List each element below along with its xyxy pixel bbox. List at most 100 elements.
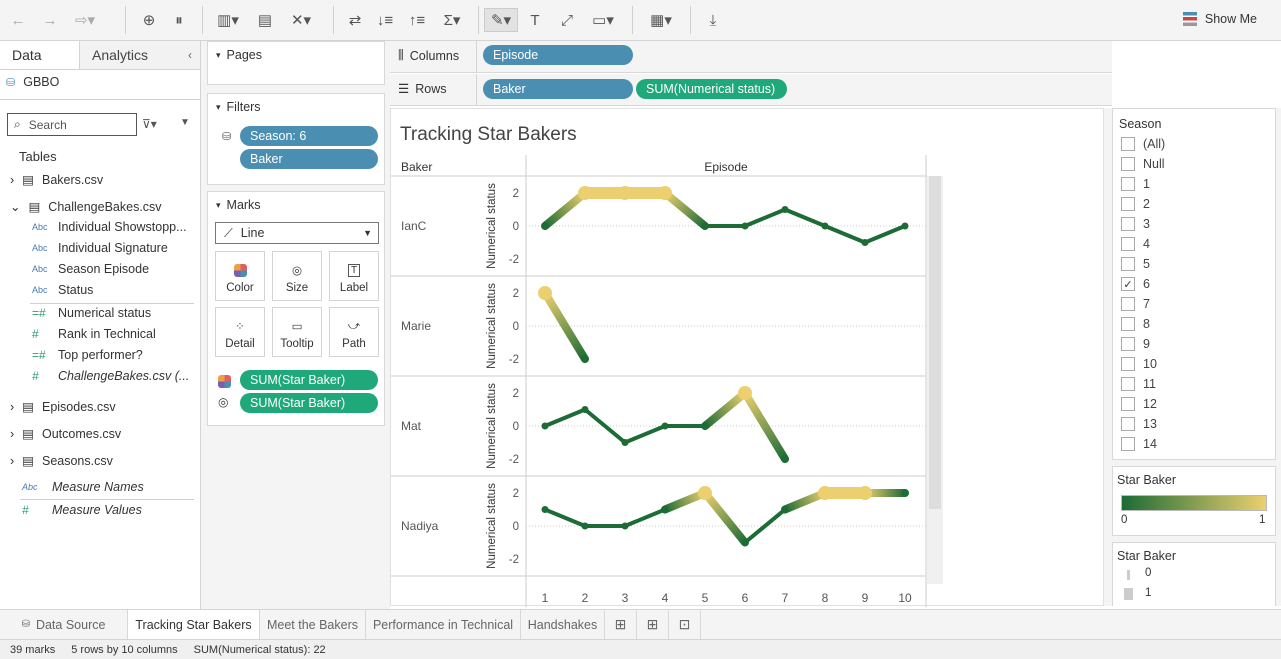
clear-sheet-icon[interactable]: ✕▾	[290, 12, 312, 29]
filter-pill-baker[interactable]: Baker	[240, 149, 378, 169]
season-option[interactable]: 14	[1121, 437, 1157, 451]
field-season-episode[interactable]: Abc Season Episode	[32, 262, 149, 276]
columns-shelf[interactable]: ⫼ Columns Episode	[390, 41, 1112, 73]
table-episodes[interactable]: › ▤ Episodes.csv	[10, 399, 116, 415]
search-input[interactable]: ⌕ Search	[7, 113, 137, 136]
season-option[interactable]: 11	[1121, 377, 1156, 391]
table-seasons[interactable]: › ▤ Seasons.csv	[10, 453, 113, 469]
table-bakers[interactable]: › ▤ Bakers.csv	[10, 172, 103, 188]
highlight-icon[interactable]: ✎▾	[484, 8, 518, 32]
filter-pill-season[interactable]: Season: 6	[240, 126, 378, 146]
checkbox-icon[interactable]	[1121, 257, 1135, 271]
season-option[interactable]: 13	[1121, 417, 1157, 431]
path-button[interactable]: ⤻ Path	[329, 307, 379, 357]
presentation-icon[interactable]: ▦▾	[650, 12, 672, 29]
season-option[interactable]: 8	[1121, 317, 1150, 331]
checkbox-icon[interactable]	[1121, 297, 1135, 311]
checkbox-icon[interactable]	[1121, 317, 1135, 331]
duplicate-sheet-icon[interactable]: ▤	[257, 12, 273, 29]
row-pill-numerical-status[interactable]: SUM(Numerical status)	[636, 79, 787, 99]
checkbox-icon[interactable]	[1121, 157, 1135, 171]
checkbox-icon[interactable]	[1121, 377, 1135, 391]
season-option[interactable]: 9	[1121, 337, 1150, 351]
season-option[interactable]: 1	[1121, 177, 1150, 191]
expand-icon[interactable]: ›	[10, 399, 15, 414]
checkbox-icon[interactable]	[1121, 337, 1135, 351]
checkbox-icon[interactable]	[1121, 417, 1135, 431]
expand-icon[interactable]: ›	[10, 426, 15, 441]
rows-shelf[interactable]: ☰ Rows Baker SUM(Numerical status)	[390, 74, 1112, 106]
table-challengebakes[interactable]: ⌄ ▤ ChallengeBakes.csv	[10, 199, 162, 215]
expand-icon[interactable]: ›	[10, 172, 15, 187]
collapse-pane-icon[interactable]: ‹	[160, 41, 200, 69]
detail-button[interactable]: ⁘ Detail	[215, 307, 265, 357]
expand-icon[interactable]: ›	[10, 453, 15, 468]
season-option[interactable]: 7	[1121, 297, 1150, 311]
filter-fields-icon[interactable]: ⊽▾	[142, 117, 157, 131]
fit-icon[interactable]: ▭▾	[592, 12, 614, 29]
season-option[interactable]: 10	[1121, 357, 1157, 371]
season-option[interactable]: 3	[1121, 217, 1150, 231]
show-me-button[interactable]: Show Me	[1182, 12, 1257, 26]
season-option[interactable]: (All)	[1121, 137, 1165, 151]
mark-type-dropdown[interactable]: ⟋ Line ▼	[215, 222, 379, 244]
pause-updates-icon[interactable]: ⏸	[175, 11, 183, 29]
season-option[interactable]: ✓ 6	[1121, 277, 1150, 291]
season-option[interactable]: 4	[1121, 237, 1150, 251]
sort-descending-icon[interactable]: ↑≡	[408, 11, 426, 29]
season-option[interactable]: 12	[1121, 397, 1157, 411]
season-option[interactable]: 2	[1121, 197, 1150, 211]
label-button[interactable]: T Label	[329, 251, 379, 301]
tab-meet-the-bakers[interactable]: Meet the Bakers	[260, 610, 366, 639]
fix-axes-icon[interactable]: ⤢	[560, 11, 573, 29]
share-icon[interactable]: ⤓	[709, 11, 717, 29]
field-status[interactable]: Abc Status	[32, 283, 93, 297]
field-numerical-status[interactable]: =# Numerical status	[32, 306, 151, 320]
labels-icon[interactable]: T	[530, 11, 540, 29]
checkbox-icon[interactable]	[1121, 437, 1135, 451]
field-measure-values[interactable]: # Measure Values	[22, 503, 142, 517]
tab-analytics[interactable]: Analytics	[80, 41, 160, 69]
field-measure-names[interactable]: Abc Measure Names	[22, 480, 144, 494]
tab-data-source[interactable]: ⛁ Data Source	[0, 610, 128, 639]
tab-performance-in-technical[interactable]: Performance in Technical	[366, 610, 521, 639]
checkbox-icon[interactable]	[1121, 217, 1135, 231]
field-individual-showstopper[interactable]: Abc Individual Showstopp...	[32, 220, 187, 234]
season-option[interactable]: 5	[1121, 257, 1150, 271]
new-story-icon[interactable]: ⊡	[669, 610, 701, 639]
season-option[interactable]: Null	[1121, 157, 1165, 171]
color-pill[interactable]: SUM(Star Baker)	[240, 370, 378, 390]
field-count[interactable]: # ChallengeBakes.csv (...	[32, 369, 189, 383]
totals-icon[interactable]: Σ▾	[443, 12, 461, 29]
checkbox-icon[interactable]	[1121, 137, 1135, 151]
tab-handshakes[interactable]: Handshakes	[521, 610, 605, 639]
filters-card[interactable]: ▾ Filters ⛁ Season: 6 Baker	[207, 93, 385, 185]
undo-icon[interactable]: ←	[10, 11, 26, 29]
size-button[interactable]: ◎ Size	[272, 251, 322, 301]
checkbox-icon[interactable]	[1121, 357, 1135, 371]
size-pill[interactable]: SUM(Star Baker)	[240, 393, 378, 413]
new-worksheet-icon[interactable]: ⊞	[605, 610, 637, 639]
checkbox-checked-icon[interactable]: ✓	[1121, 277, 1135, 291]
sort-ascending-icon[interactable]: ↓≡	[376, 11, 394, 29]
checkbox-icon[interactable]	[1121, 237, 1135, 251]
table-outcomes[interactable]: › ▤ Outcomes.csv	[10, 426, 121, 442]
tooltip-button[interactable]: ▭ Tooltip	[272, 307, 322, 357]
checkbox-icon[interactable]	[1121, 197, 1135, 211]
pages-card[interactable]: ▾ Pages	[207, 41, 385, 85]
data-source[interactable]: ⛁ GBBO	[6, 75, 59, 89]
color-button[interactable]: Color	[215, 251, 265, 301]
tab-tracking-star-bakers[interactable]: Tracking Star Bakers	[128, 610, 260, 639]
field-rank-in-technical[interactable]: # Rank in Technical	[32, 327, 156, 341]
new-dashboard-icon[interactable]: ⊞	[637, 610, 669, 639]
redo-icon[interactable]: →	[42, 11, 58, 29]
replay-icon[interactable]: ⇨▾	[74, 12, 96, 29]
column-pill-episode[interactable]: Episode	[483, 45, 633, 65]
collapse-icon[interactable]: ⌄	[10, 200, 21, 214]
field-top-performer[interactable]: =# Top performer?	[32, 348, 143, 362]
row-pill-baker[interactable]: Baker	[483, 79, 633, 99]
checkbox-icon[interactable]	[1121, 177, 1135, 191]
pane-menu-icon[interactable]: ▼	[180, 117, 190, 128]
field-individual-signature[interactable]: Abc Individual Signature	[32, 241, 168, 255]
swap-icon[interactable]: ⇄	[348, 12, 362, 29]
